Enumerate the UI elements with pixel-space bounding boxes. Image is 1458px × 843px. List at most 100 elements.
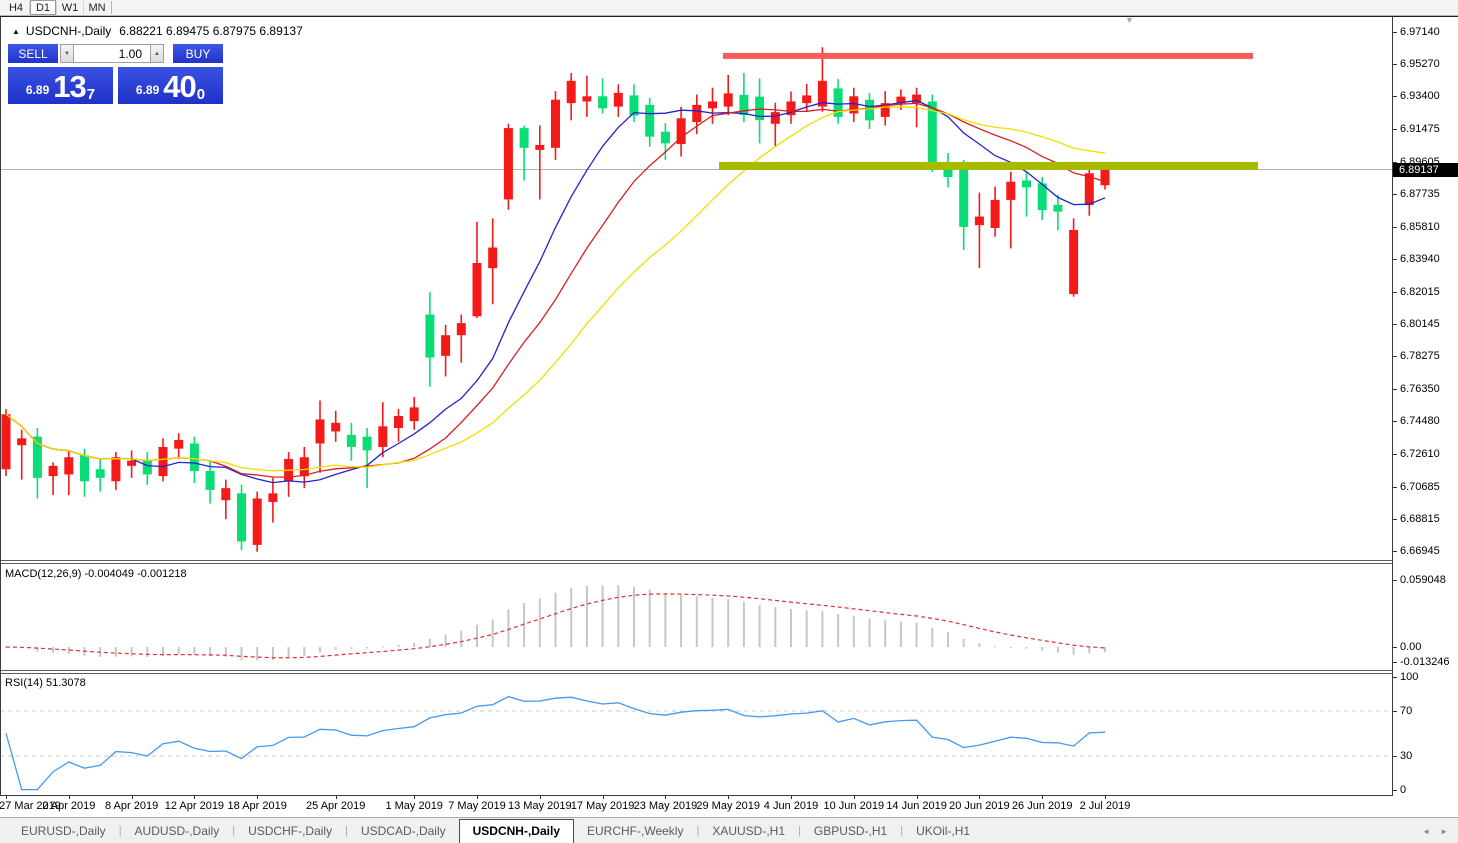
axis-tick: [1393, 579, 1397, 581]
timeframe-button-h4[interactable]: H4: [8, 1, 24, 14]
ask-price-big-digits: 40: [163, 68, 196, 104]
timeframe-button-w1[interactable]: W1: [61, 1, 79, 14]
chart-tab-gbpusd-h1[interactable]: GBPUSD-,H1: [813, 824, 888, 838]
date-tick: [1105, 796, 1106, 799]
price-tick-label: 6.70685: [1400, 480, 1440, 493]
macd-indicator-canvas[interactable]: [0, 564, 1392, 670]
chart-tab-eurusd-daily[interactable]: EURUSD-,Daily: [21, 824, 106, 838]
macd-tick-label: -0.013246: [1400, 656, 1450, 669]
macd-panel-splitter[interactable]: [0, 560, 1458, 564]
date-label: 25 Apr 2019: [306, 800, 366, 812]
axis-tick: [1393, 226, 1397, 228]
volume-decrease-icon[interactable]: ▼: [60, 44, 74, 63]
tab-scroll-right-icon[interactable]: ►: [1440, 827, 1448, 836]
tab-scroll-controls: ◄ ►: [1422, 827, 1458, 843]
chart-tab-usdchf-daily[interactable]: USDCHF-,Daily: [248, 824, 333, 838]
bid-price-big-digits: 13: [53, 68, 86, 104]
axis-tick: [1393, 453, 1397, 455]
chart-tab-usdcad-daily[interactable]: USDCAD-,Daily: [360, 824, 446, 838]
macd-histogram: [5, 585, 1106, 661]
macd-tick-label: 0.00: [1400, 641, 1422, 653]
sell-price-display[interactable]: 6.89 13 7: [8, 67, 113, 104]
macd-indicator-label: MACD(12,26,9) -0.004049 -0.001218: [5, 568, 187, 580]
chart-tab-eurchf-weekly[interactable]: EURCHF-,Weekly: [587, 824, 684, 838]
date-label: 27 Mar 2019: [0, 800, 61, 812]
date-tick: [414, 796, 416, 799]
one-click-trading-panel: SELL ▼ ▲ BUY 6.89 13 7 6.89 40 0: [8, 44, 223, 104]
chart-shift-marker-icon[interactable]: ▼: [1125, 15, 1134, 25]
bid-price-pip-digit: 7: [86, 86, 96, 103]
price-tick-label: 6.85810: [1400, 220, 1440, 233]
date-tick: [477, 796, 478, 799]
buy-price-display[interactable]: 6.89 40 0: [118, 67, 223, 104]
axis-tick: [1393, 550, 1397, 552]
tab-separator: |: [900, 825, 904, 837]
price-tick-label: 6.93400: [1400, 90, 1440, 103]
chart-frame-bottom: [0, 795, 1458, 796]
chart-frame-top: [0, 16, 1458, 17]
chart-tab-usdcnh-daily[interactable]: USDCNH-,Daily: [458, 819, 574, 843]
date-axis: 27 Mar 2019 2 Apr 2019 8 Apr 2019 12 Apr 20…: [0, 796, 1392, 817]
price-chart-canvas[interactable]: [0, 18, 1392, 560]
date-label: 2 Jul 2019: [1079, 800, 1131, 812]
rsi-tick-label: 0: [1400, 783, 1407, 796]
bid-price-prefix: 6.89: [25, 83, 50, 97]
rsi-line: [5, 695, 1106, 791]
tab-separator: |: [696, 825, 700, 837]
rsi-indicator-label: RSI(14) 51.3078: [5, 677, 86, 689]
chart-tab-xauusd-h1[interactable]: XAUUSD-,H1: [712, 824, 785, 838]
axis-tick: [1393, 647, 1397, 648]
date-tick: [257, 796, 259, 799]
volume-increase-icon[interactable]: ▲: [150, 44, 164, 63]
toolbar-divider: [111, 1, 112, 14]
ma-slow-line: [5, 106, 1106, 472]
rsi-tick-label: 30: [1400, 749, 1413, 762]
support-level-line: [719, 161, 1258, 170]
rsi-panel-splitter[interactable]: [0, 670, 1458, 674]
axis-tick: [1393, 356, 1397, 358]
date-tick: [68, 796, 70, 799]
date-tick: [979, 796, 981, 799]
volume-input[interactable]: [74, 44, 150, 63]
macd-signal-line: [5, 593, 1106, 659]
axis-tick: [1393, 662, 1397, 664]
tab-scroll-left-icon[interactable]: ◄: [1422, 827, 1431, 836]
current-price-badge: 6.89137: [1393, 162, 1458, 177]
timeframe-button-mn[interactable]: MN: [88, 1, 106, 14]
date-label: 4 Jun 2019: [763, 800, 819, 812]
axis-tick: [1393, 193, 1397, 195]
chart-frame-left: [0, 17, 1, 796]
price-tick-label: 6.95270: [1400, 58, 1440, 71]
rsi-indicator-canvas[interactable]: [0, 674, 1392, 795]
toolbar-separator: [83, 1, 84, 14]
date-tick: [194, 796, 196, 799]
axis-tick: [1393, 710, 1397, 712]
tab-separator: |: [232, 825, 236, 837]
date-label: 26 Jun 2019: [1011, 800, 1073, 812]
date-label: 14 Jun 2019: [886, 800, 947, 812]
buy-button[interactable]: BUY: [173, 44, 223, 63]
chart-tab-ukoil-h1[interactable]: UKOil-,H1: [916, 824, 971, 838]
price-tick-label: 6.87735: [1400, 187, 1440, 200]
axis-tick: [1393, 389, 1397, 391]
axis-tick: [1393, 291, 1397, 293]
price-tick-label: 6.76350: [1400, 383, 1440, 396]
date-label: 13 May 2019: [507, 800, 572, 812]
price-tick-label: 6.78275: [1400, 350, 1440, 363]
date-tick: [791, 796, 792, 799]
date-tick: [916, 796, 918, 799]
axis-tick: [1393, 755, 1397, 757]
chart-tab-audusd-daily[interactable]: AUDUSD-,Daily: [134, 824, 220, 838]
sell-button[interactable]: SELL: [8, 44, 58, 63]
date-label: 17 May 2019: [570, 800, 635, 812]
date-label: 8 Apr 2019: [104, 800, 159, 812]
axis-tick: [1393, 789, 1397, 791]
axis-tick: [1393, 677, 1397, 678]
tab-separator: |: [118, 825, 122, 837]
collapse-panel-icon[interactable]: ▲: [12, 27, 20, 36]
timeframe-button-d1[interactable]: D1: [30, 0, 56, 15]
price-tick-label: 6.80145: [1400, 318, 1440, 331]
toolbar-separator: [29, 1, 30, 14]
tab-separator: |: [345, 825, 348, 837]
